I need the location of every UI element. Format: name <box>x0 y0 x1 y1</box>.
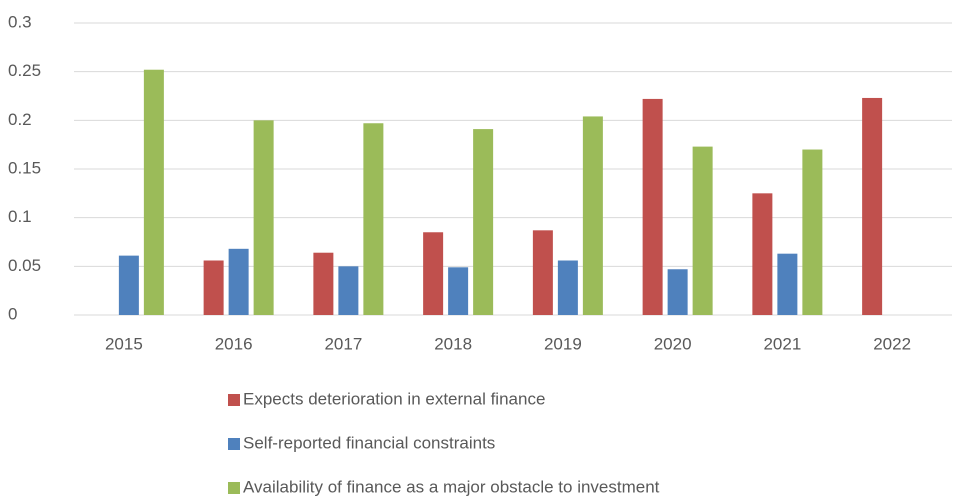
bar <box>143 69 164 315</box>
legend-label: Availability of finance as a major obsta… <box>243 477 660 496</box>
x-tick-label: 2016 <box>215 334 253 353</box>
legend-label: Self-reported financial constraints <box>243 433 495 452</box>
bar <box>692 146 713 315</box>
bar <box>448 267 469 315</box>
bar <box>338 266 359 315</box>
x-tick-label: 2018 <box>434 334 472 353</box>
bar <box>423 232 444 315</box>
y-tick-label: 0.2 <box>8 110 32 129</box>
bar <box>667 269 688 315</box>
x-tick-label: 2015 <box>105 334 143 353</box>
y-tick-label: 0 <box>8 304 17 323</box>
x-tick-label: 2022 <box>873 334 911 353</box>
bar <box>802 149 823 315</box>
bar <box>642 98 663 315</box>
bar <box>118 255 139 315</box>
legend-swatch <box>228 438 240 450</box>
bar <box>532 230 553 315</box>
bar <box>313 252 334 315</box>
bar <box>752 193 773 315</box>
y-tick-label: 0.15 <box>8 158 41 177</box>
bar <box>777 253 798 315</box>
y-tick-label: 0.3 <box>8 12 32 31</box>
y-tick-label: 0.1 <box>8 207 32 226</box>
bar <box>862 97 883 316</box>
legend-swatch <box>228 394 240 406</box>
x-tick-label: 2019 <box>544 334 582 353</box>
legend-label: Expects deterioration in external financ… <box>243 389 545 408</box>
legend-swatch <box>228 482 240 494</box>
bar <box>557 260 578 315</box>
x-tick-label: 2020 <box>654 334 692 353</box>
bar <box>253 120 274 315</box>
bar <box>363 123 384 316</box>
x-tick-label: 2021 <box>763 334 801 353</box>
y-tick-label: 0.05 <box>8 256 41 275</box>
x-tick-label: 2017 <box>324 334 362 353</box>
bar <box>473 129 494 315</box>
bar <box>582 116 603 315</box>
y-tick-label: 0.25 <box>8 61 41 80</box>
bar <box>228 248 249 315</box>
bar <box>203 260 224 315</box>
